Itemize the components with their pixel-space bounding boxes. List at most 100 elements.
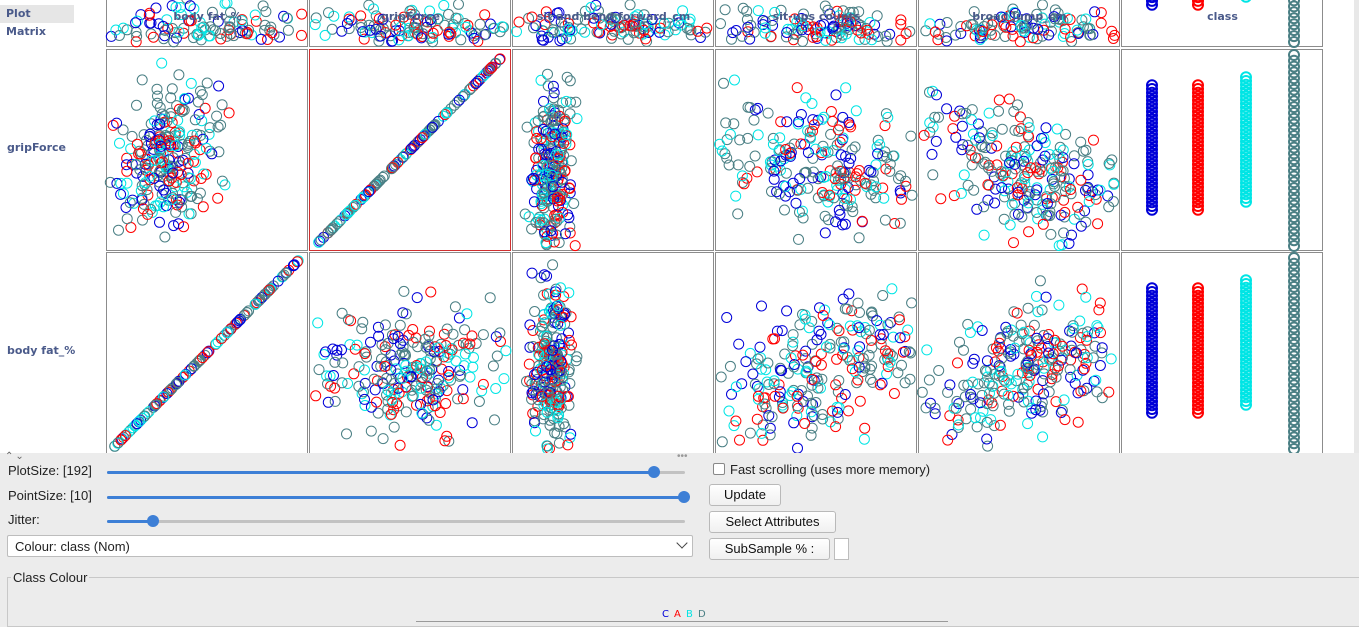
scatter-point [115, 188, 127, 200]
column-header-broad-jump: broad jump_cm [972, 10, 1067, 23]
plot-cell-gripforce-4[interactable] [918, 49, 1120, 251]
scatter-point [1240, 323, 1252, 336]
scatter-point [832, 413, 844, 425]
scatter-point [868, 28, 880, 40]
scatter-point [259, 288, 271, 300]
scatter-point [362, 186, 374, 198]
scatter-point [280, 267, 292, 279]
scatter-point [950, 402, 962, 414]
scatter-point [432, 13, 444, 25]
plot-cell-gripforce-3[interactable] [715, 49, 917, 251]
scatter-point [839, 303, 851, 315]
scatter-point [1240, 124, 1252, 136]
scatter-point [924, 86, 935, 98]
scatter-point [1192, 403, 1204, 415]
scatter-point [166, 172, 178, 184]
scatter-point [386, 394, 398, 406]
class-legend-d[interactable]: D [698, 609, 706, 620]
scatter-point [123, 426, 135, 438]
scatter-point [774, 132, 786, 144]
class-legend-b[interactable]: B [686, 609, 693, 620]
scatter-point [817, 310, 829, 321]
scatter-point [1288, 234, 1300, 247]
scatter-point [745, 19, 757, 31]
collapse-arrows-icon[interactable]: ⌃⌄ [5, 451, 26, 462]
scatter-point [404, 144, 416, 156]
scatter-point [1240, 342, 1252, 355]
scatter-point [1088, 134, 1099, 146]
scatter-point [470, 78, 482, 89]
scatter-point [1033, 168, 1045, 180]
point-size-slider[interactable] [107, 491, 690, 503]
jitter-thumb[interactable] [147, 515, 159, 527]
scatter-point [867, 376, 879, 388]
class-legend-a[interactable]: A [674, 609, 681, 620]
scatter-point [1240, 93, 1252, 106]
scatter-point [356, 388, 368, 400]
scatter-point [342, 378, 354, 389]
scatter-point [1054, 13, 1065, 25]
scatter-point [1024, 370, 1036, 381]
scatter-point [850, 105, 862, 117]
scatter-point [1240, 357, 1252, 370]
scatter-point [877, 329, 889, 340]
scatter-point [415, 32, 427, 44]
select-attributes-button[interactable]: Select Attributes [709, 511, 836, 533]
scatter-point [196, 115, 208, 127]
scatter-point [547, 181, 559, 193]
scatter-matrix[interactable] [0, 0, 1354, 455]
scatter-point [1288, 280, 1300, 293]
scatter-point [116, 433, 128, 445]
scatter-point [349, 199, 361, 211]
scatter-point [1003, 398, 1014, 410]
subsample-percent-input[interactable] [834, 538, 849, 560]
scatter-point [1192, 177, 1204, 190]
scatter-point [1146, 79, 1158, 92]
scatter-point [150, 2, 162, 14]
scatter-point [994, 361, 1006, 373]
scatter-point [916, 386, 928, 398]
scatter-point [775, 116, 787, 128]
scatter-point [670, 24, 681, 36]
scatter-point [1008, 237, 1019, 249]
scatter-point [801, 367, 813, 379]
scatter-point [870, 181, 882, 193]
plot-size-slider[interactable] [107, 466, 685, 478]
vertical-scrollbar[interactable] [1354, 0, 1359, 455]
scatter-point [788, 34, 799, 46]
scatter-point [846, 201, 858, 213]
scatter-point [545, 116, 557, 128]
scatter-point [197, 201, 209, 213]
scatter-point [564, 183, 576, 194]
scatter-point [315, 234, 327, 246]
scatter-point [313, 236, 325, 248]
subsample-button[interactable]: SubSample % : [709, 538, 830, 560]
scatter-point [472, 35, 484, 47]
scatter-point [1192, 316, 1204, 329]
point-size-thumb[interactable] [678, 491, 690, 503]
scatter-point [864, 17, 876, 28]
scatter-point [444, 348, 456, 360]
scatter-point [759, 22, 771, 34]
class-legend-c[interactable]: C [662, 609, 669, 620]
jitter-slider[interactable] [107, 515, 685, 527]
scatter-point [468, 32, 480, 44]
plot-size-thumb[interactable] [648, 466, 660, 478]
scatter-point [416, 132, 428, 144]
scatter-point [559, 421, 571, 433]
update-button[interactable]: Update [709, 484, 781, 506]
scatter-point [759, 27, 771, 39]
scatter-point [752, 353, 764, 365]
colour-attribute-select[interactable]: Colour: class (Nom) [7, 535, 693, 557]
scatter-point [409, 139, 421, 151]
scatter-point [1078, 363, 1090, 375]
plot-cell-gripforce-0[interactable] [106, 49, 308, 251]
scatter-point [560, 95, 572, 107]
splitter-grip-icon[interactable]: ••• [677, 451, 688, 462]
scatter-point [131, 30, 143, 42]
split-pane-divider[interactable] [0, 453, 1359, 461]
scatter-point [124, 197, 136, 209]
scatter-point [372, 321, 384, 333]
fast-scrolling-checkbox[interactable] [713, 463, 725, 475]
scatter-point [1240, 71, 1252, 84]
